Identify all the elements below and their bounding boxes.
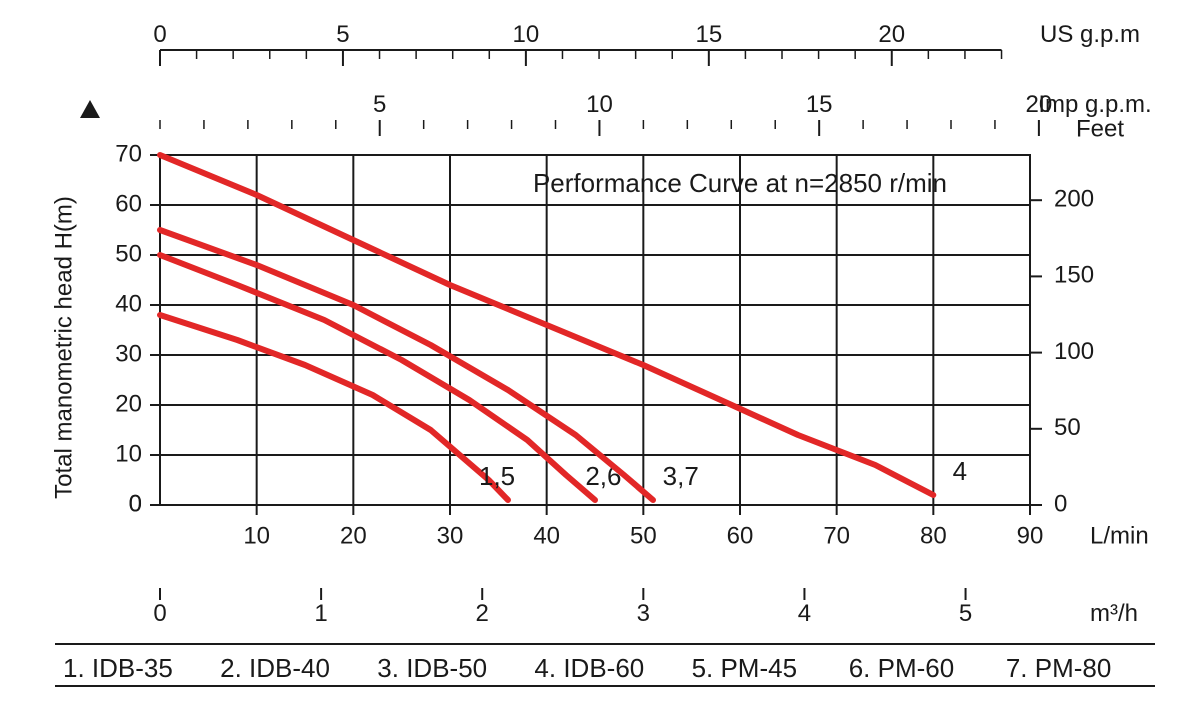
usgpm-tick-label: 20 [878, 21, 905, 48]
impgpm-tick-label: 5 [373, 91, 386, 118]
lmin-tick-label: 30 [437, 522, 464, 549]
usgpm-tick-label: 0 [153, 21, 166, 48]
series-label: 3,7 [663, 461, 699, 491]
lmin-unit-label: L/min [1090, 522, 1149, 549]
impgpm-tick-label: 10 [586, 91, 613, 118]
y-tick-label: 70 [115, 140, 142, 167]
y-tick-label: 20 [115, 390, 142, 417]
impgpm-tick-label: 15 [806, 91, 833, 118]
feet-tick-label: 100 [1054, 338, 1094, 365]
m3h-tick-label: 4 [798, 600, 811, 627]
m3h-tick-label: 3 [637, 600, 650, 627]
y-tick-label: 10 [115, 440, 142, 467]
svg-text:0: 0 [129, 490, 142, 517]
legend-item: 5. PM-45 [692, 653, 798, 683]
lmin-tick-label: 90 [1017, 522, 1044, 549]
legend-item: 4. IDB-60 [534, 653, 644, 683]
m3h-tick-label: 1 [314, 600, 327, 627]
lmin-tick-label: 20 [340, 522, 367, 549]
usgpm-tick-label: 15 [695, 21, 722, 48]
series-curve [160, 255, 595, 500]
chart-svg: 010203040506070Total manometric head H(m… [0, 0, 1200, 710]
lmin-tick-label: 40 [533, 522, 560, 549]
impgpm-unit-label: Imp g.p.m. [1038, 91, 1151, 118]
series-curve [160, 315, 508, 500]
y-tick-label: 40 [115, 290, 142, 317]
chart-container: 010203040506070Total manometric head H(m… [0, 0, 1200, 710]
y-tick-label: 30 [115, 340, 142, 367]
m3h-tick-label: 5 [959, 600, 972, 627]
feet-unit-label: Feet [1076, 115, 1124, 142]
legend-item: 6. PM-60 [849, 653, 955, 683]
y-axis-arrow-icon [80, 100, 100, 118]
series-label: 1,5 [479, 461, 515, 491]
annotation-performance: Performance Curve at n=2850 r/min [533, 168, 947, 198]
y-tick-label: 60 [115, 190, 142, 217]
series-label: 4 [953, 456, 967, 486]
usgpm-unit-label: US g.p.m [1040, 21, 1140, 48]
feet-tick-label: 150 [1054, 262, 1094, 289]
lmin-tick-label: 70 [823, 522, 850, 549]
feet-tick-label: 200 [1054, 186, 1094, 213]
y-tick-label: 50 [115, 240, 142, 267]
legend-item: 7. PM-80 [1006, 653, 1112, 683]
feet-tick-label: 0 [1054, 490, 1067, 517]
m3h-tick-label: 2 [476, 600, 489, 627]
legend-item: 1. IDB-35 [63, 653, 173, 683]
lmin-tick-label: 50 [630, 522, 657, 549]
legend-item: 3. IDB-50 [377, 653, 487, 683]
usgpm-tick-label: 10 [513, 21, 540, 48]
lmin-tick-label: 60 [727, 522, 754, 549]
feet-tick-label: 50 [1054, 414, 1081, 441]
m3h-unit-label: m³/h [1090, 600, 1138, 627]
m3h-tick-label: 0 [153, 600, 166, 627]
y-axis-title: Total manometric head H(m) [50, 196, 77, 499]
usgpm-tick-label: 5 [336, 21, 349, 48]
lmin-tick-label: 10 [243, 522, 270, 549]
lmin-tick-label: 80 [920, 522, 947, 549]
legend-item: 2. IDB-40 [220, 653, 330, 683]
